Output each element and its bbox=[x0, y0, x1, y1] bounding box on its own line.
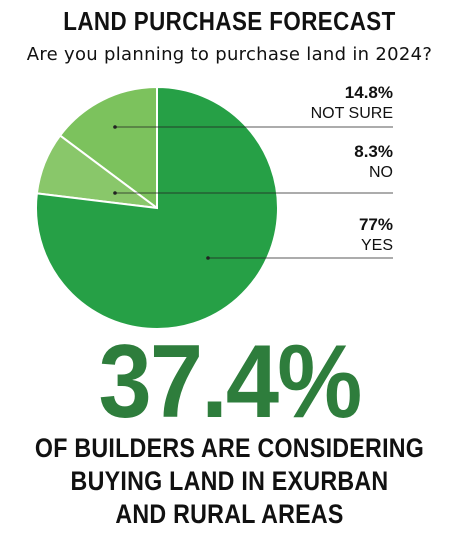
leader-dot bbox=[206, 256, 210, 260]
stat-caption-line-3: AND RURAL AREAS bbox=[115, 499, 344, 529]
stat-caption-line-1: OF BUILDERS ARE CONSIDERING bbox=[34, 433, 425, 463]
slice-category-label: NOT SURE bbox=[311, 105, 393, 122]
leader-dot bbox=[113, 125, 117, 129]
stat-caption: OF BUILDERS ARE CONSIDERING BUYING LAND … bbox=[0, 432, 459, 531]
pie-chart: 14.8% NOT SURE 8.3% NO 77% YES bbox=[35, 83, 393, 330]
pie-slice-yes bbox=[35, 85, 279, 330]
slice-value-label: 8.3% bbox=[354, 142, 393, 161]
chart-title: LAND PURCHASE FORECAST bbox=[63, 6, 396, 36]
slice-category-label: YES bbox=[361, 237, 393, 254]
chart-subtitle: Are you planning to purchase land in 202… bbox=[26, 44, 433, 65]
leader-dot bbox=[113, 191, 117, 195]
big-stat-value: 37.4% bbox=[98, 324, 362, 440]
slice-value-label: 14.8% bbox=[345, 83, 393, 102]
pie-slice-not-sure bbox=[58, 85, 158, 210]
slice-category-label: NO bbox=[369, 164, 393, 181]
stat-caption-line-2: BUYING LAND IN EXURBAN bbox=[70, 466, 389, 496]
slice-value-label: 77% bbox=[359, 215, 393, 234]
